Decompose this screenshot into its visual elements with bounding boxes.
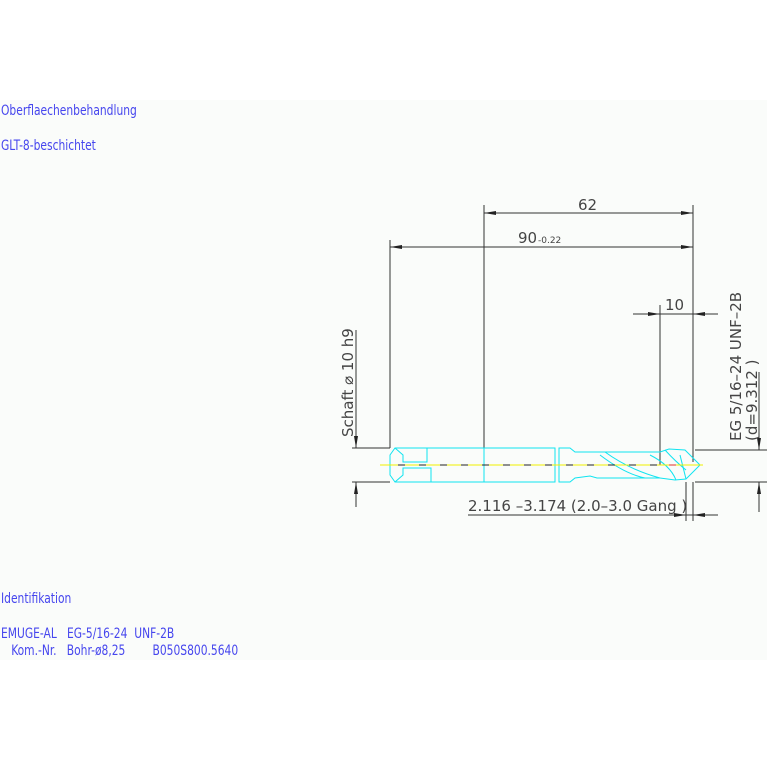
dimension-chamfer: 2.116 –3.174 (2.0–3.0 Gang ): [468, 497, 718, 517]
extension-lines: [352, 205, 767, 521]
dimension-shank: Schaft ⌀ 10 h9: [339, 328, 358, 507]
thread-dimension-text: EG 5/16–24 UNF–2B: [727, 292, 745, 441]
drawing-sheet: [0, 100, 767, 660]
dimension-10-text: 10: [665, 296, 684, 314]
thread-pitch-diameter-text: (d=9.312 ): [743, 359, 761, 441]
dimension-90-tolerance: -0.22: [538, 236, 561, 246]
identification-line-1: EMUGE-AL EG-5/16-24 UNF-2B: [1, 626, 175, 642]
surface-treatment-label: Oberflaechenbehandlung: [1, 103, 137, 119]
dimension-90-text: 90: [518, 229, 537, 247]
identification-line-2: Kom.-Nr. Bohr-ø8,25 B050S800.5640: [1, 643, 239, 659]
dimension-62: 62: [484, 196, 693, 215]
dimension-10: 10: [633, 296, 718, 316]
chamfer-dimension-text: 2.116 –3.174 (2.0–3.0 Gang ): [468, 497, 687, 515]
dimension-90: 90 -0.22: [390, 229, 693, 249]
dimension-62-text: 62: [578, 196, 597, 214]
identification-label: Identifikation: [1, 591, 72, 607]
shank-dimension-text: Schaft ⌀ 10 h9: [339, 328, 357, 437]
dimension-thread: EG 5/16–24 UNF–2B (d=9.312 ): [727, 292, 761, 512]
tap-tool-outline: [389, 447, 701, 483]
surface-treatment-value: GLT-8-beschichtet: [1, 138, 96, 154]
